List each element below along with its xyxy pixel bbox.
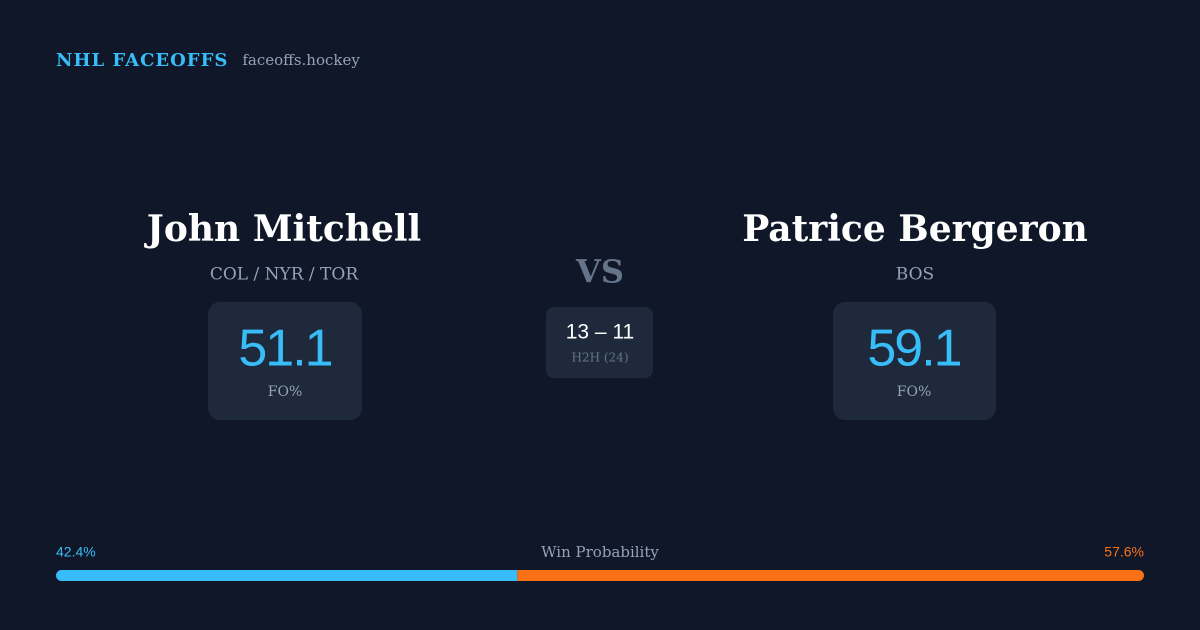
player-name: John Mitchell (144, 208, 421, 250)
value-label: 57.6% (1104, 544, 1144, 560)
site: faceoffs.hockey (242, 51, 360, 69)
player-name: Patrice Bergeron (742, 208, 1088, 250)
fo-pct: 51.1 (238, 320, 331, 378)
h2h-label: H2H (24) (571, 351, 628, 365)
vs: VS (575, 253, 624, 291)
h2h-box (546, 307, 653, 378)
player-teams: BOS (896, 265, 934, 285)
brand: NHL FACEOFFS (56, 50, 228, 71)
h2h-score: 13 – 11 (566, 321, 635, 344)
fo-label: FO% (268, 384, 303, 400)
stat-box (208, 302, 362, 420)
value-label: 42.4% (56, 544, 96, 560)
player-teams: COL / NYR / TOR (210, 265, 359, 285)
bar-segment (517, 570, 1144, 581)
stat-box (833, 302, 996, 420)
win-probability-label: Win Probability (541, 543, 659, 561)
win-probability-bar (56, 570, 1144, 581)
bar-segment (56, 570, 518, 581)
fo-label: FO% (897, 384, 932, 400)
fo-pct: 59.1 (867, 320, 960, 378)
